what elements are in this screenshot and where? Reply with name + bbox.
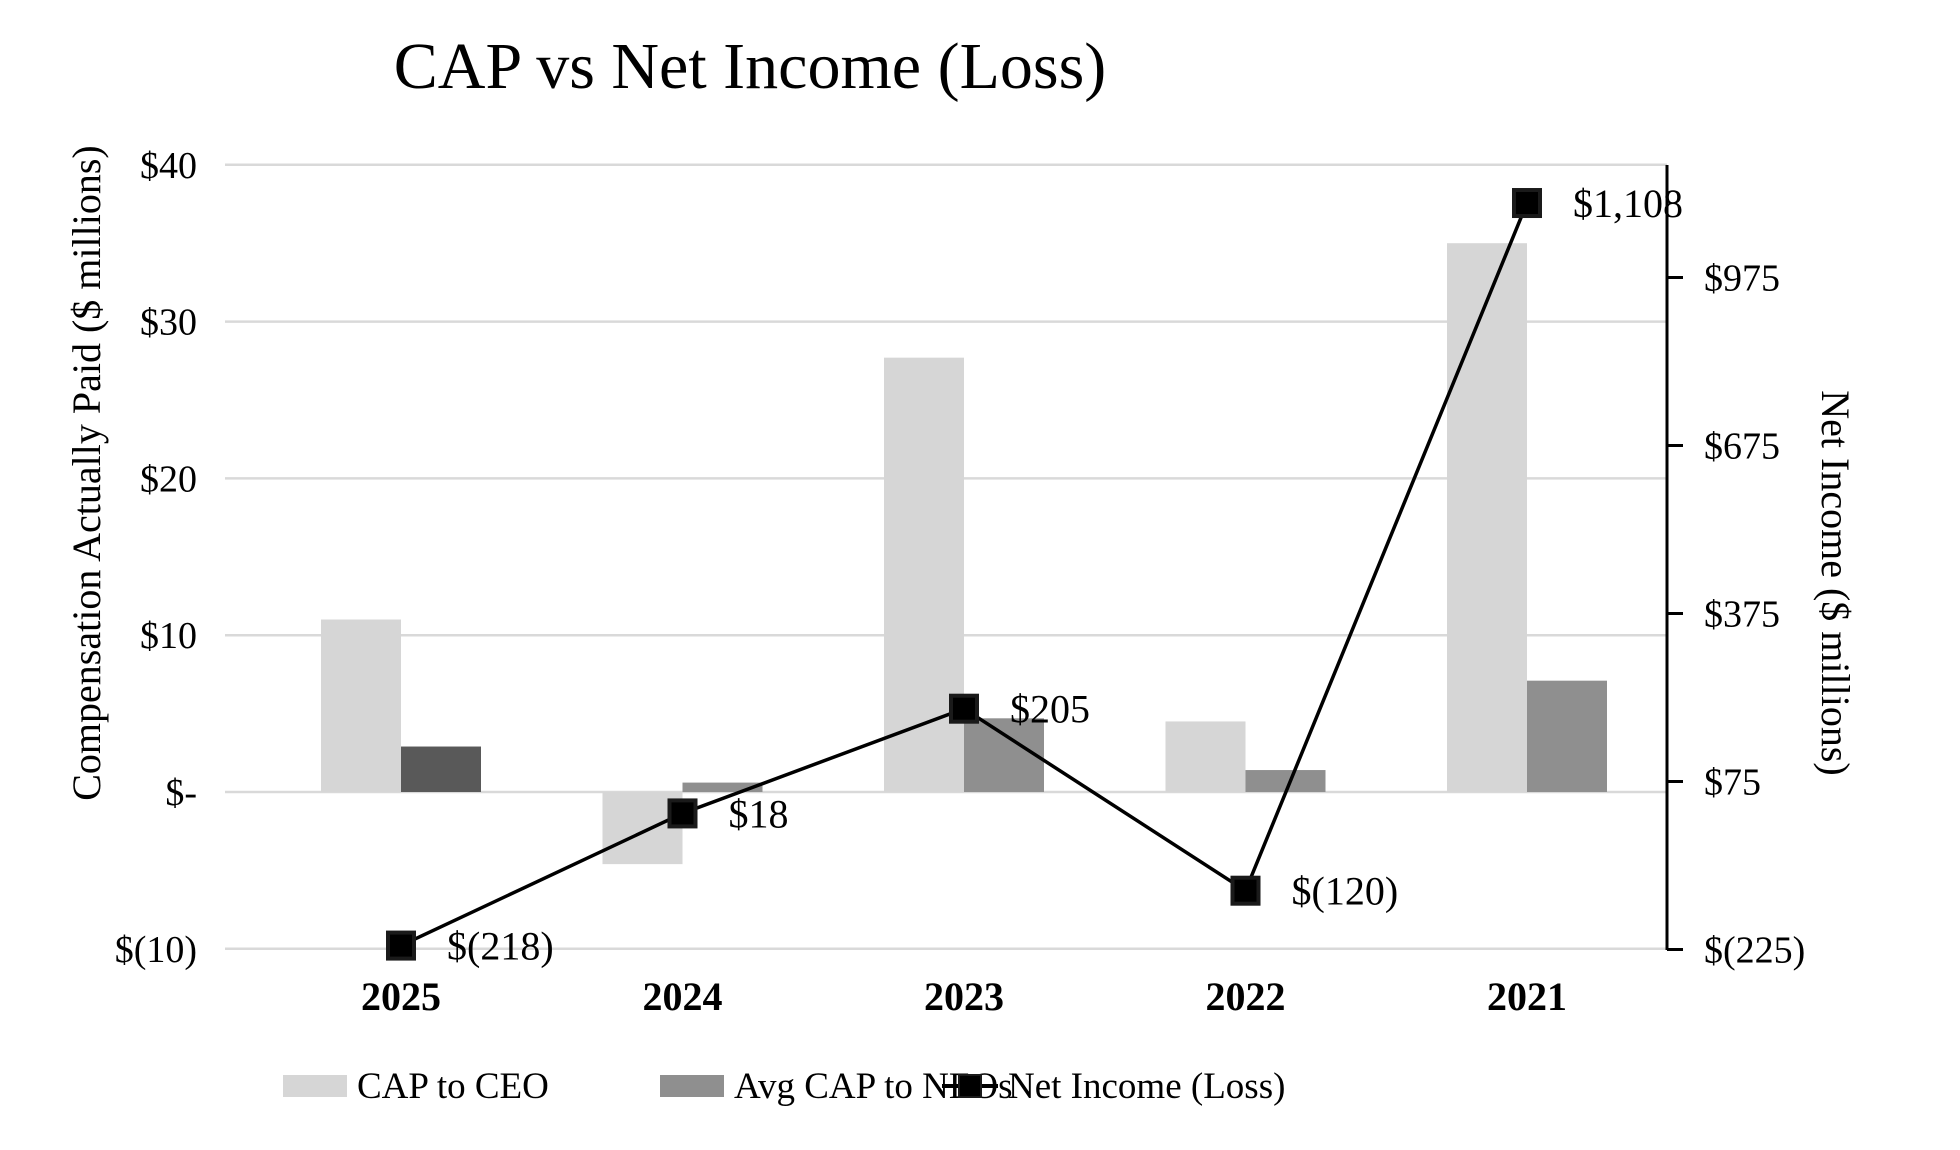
- left-axis-tick-label: $40: [140, 145, 197, 187]
- x-axis-label-2022: 2022: [1206, 974, 1286, 1019]
- net-income-marker-2022: [1230, 875, 1261, 906]
- net-income-data-label-2022: $(120): [1292, 869, 1399, 914]
- left-axis-tick-label: $20: [140, 458, 197, 500]
- right-axis-tick-label: $75: [1704, 762, 1761, 804]
- left-axis-tick-label: $(10): [115, 929, 197, 971]
- line-series: [386, 188, 1542, 961]
- x-axis-label-2025: 2025: [361, 974, 441, 1019]
- x-axis-labels: 2025 2024 2023 2022 2021: [361, 974, 1567, 1019]
- cap-to-ceo-bar-2023: [884, 357, 964, 792]
- avg-cap-to-neos-bar-2025: [401, 746, 481, 792]
- x-axis-label-2023: 2023: [924, 974, 1004, 1019]
- net-income-marker-2024: [667, 798, 698, 829]
- x-axis-label-2024: 2024: [643, 974, 723, 1019]
- avg-cap-to-neos-bar-2021: [1527, 680, 1607, 792]
- right-axis-tick-label: $375: [1704, 594, 1780, 636]
- legend-label: CAP to CEO: [357, 1065, 549, 1107]
- x-axis-label-2021: 2021: [1487, 974, 1567, 1019]
- legend-item-cap-to-ceo[interactable]: CAP to CEO: [283, 1065, 549, 1107]
- avg-cap-to-neos-bar-2024: [682, 782, 763, 792]
- line-marker-icon: [942, 1074, 998, 1098]
- right-axis-tick-label: $975: [1704, 258, 1780, 300]
- net-income-data-label-2024: $18: [729, 791, 789, 836]
- net-income-data-label-2021: $1,108: [1573, 181, 1683, 226]
- cap-to-ceo-bar-2021: [1447, 243, 1527, 792]
- legend-label: Net Income (Loss): [1008, 1065, 1286, 1107]
- avg-cap-to-neos-bar-2023: [964, 718, 1044, 792]
- ceo-swatch-icon: [283, 1075, 347, 1097]
- avg-cap-to-neos-bar-2022: [1245, 770, 1326, 792]
- right-axis-title: Net Income ($ millions): [1813, 390, 1858, 775]
- left-axis-tick-label: $30: [140, 302, 197, 344]
- cap-to-ceo-bar-2022: [1165, 721, 1246, 792]
- cap-to-ceo-bar-2025: [321, 619, 401, 792]
- neo-swatch-icon: [660, 1075, 724, 1097]
- right-axis-tick-labels: $975 $675 $375 $75 $(225): [1704, 258, 1805, 972]
- net-income-marker-2021: [1512, 188, 1542, 219]
- left-axis-title: Compensation Actually Paid ($ millions): [64, 145, 109, 801]
- chart-title: CAP vs Net Income (Loss): [394, 30, 1106, 103]
- net-income-data-label-2025: $(218): [447, 924, 554, 969]
- right-axis-tick-label: $675: [1704, 426, 1780, 468]
- left-axis-tick-label: $-: [165, 772, 197, 814]
- right-axis-tick-label: $(225): [1704, 930, 1805, 972]
- net-income-data-label-2023: $205: [1010, 687, 1090, 732]
- legend-item-net-income-loss[interactable]: Net Income (Loss): [942, 1065, 1286, 1107]
- net-income-marker-2023: [949, 693, 979, 724]
- right-axis: [1665, 165, 1683, 951]
- line-data-labels: $(218) $18 $205 $(120) $1,108: [447, 181, 1683, 969]
- bar-series: [321, 243, 1607, 865]
- left-axis-tick-label: $10: [140, 615, 197, 657]
- left-axis-tick-labels: $40 $30 $20 $10 $- $(10): [115, 145, 197, 971]
- net-income-marker-2025: [386, 930, 416, 961]
